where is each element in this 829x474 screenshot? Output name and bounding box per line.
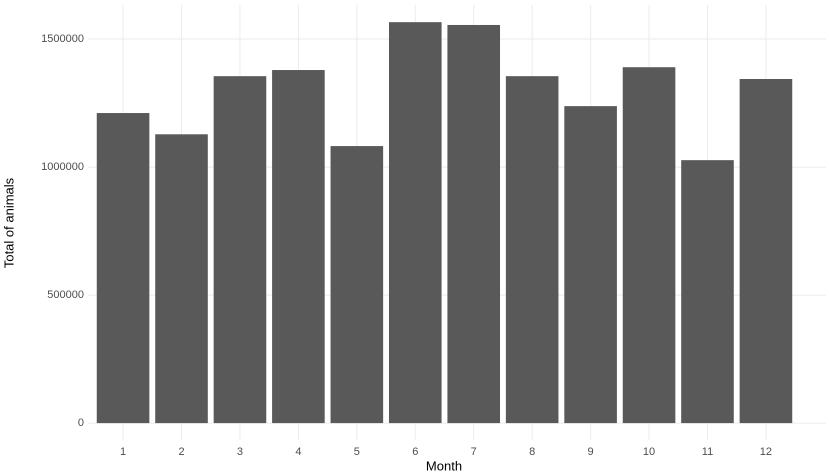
- bar: [622, 67, 676, 424]
- y-tick-label: 1000000: [41, 161, 84, 173]
- bar: [388, 22, 442, 424]
- y-tick-label: 500000: [47, 289, 84, 301]
- bar: [330, 146, 384, 424]
- x-tick-label: 9: [588, 446, 594, 458]
- bar: [739, 78, 793, 424]
- x-tick-label: 8: [529, 446, 535, 458]
- x-tick-label: 5: [354, 446, 360, 458]
- bar: [681, 160, 734, 424]
- x-tick-label: 7: [471, 446, 477, 458]
- bar: [213, 76, 267, 424]
- y-axis-title: Total of animals: [1, 177, 16, 268]
- x-tick-label: 3: [237, 446, 243, 458]
- bar: [447, 24, 501, 424]
- y-tick-label: 0: [78, 417, 84, 429]
- x-tick-label: 4: [295, 446, 301, 458]
- x-tick-label: 2: [178, 446, 184, 458]
- bar: [96, 113, 150, 424]
- x-tick-label: 6: [412, 446, 418, 458]
- bar: [155, 134, 208, 424]
- bar: [505, 76, 559, 424]
- x-tick-label: 11: [702, 446, 713, 458]
- bar: [564, 106, 617, 424]
- x-tick-label: 1: [120, 446, 126, 458]
- x-tick-label: 10: [643, 446, 655, 458]
- x-axis-title: Month: [426, 458, 462, 473]
- x-tick-label: 12: [760, 446, 772, 458]
- y-tick-label: 1500000: [41, 33, 84, 45]
- bar: [272, 70, 325, 424]
